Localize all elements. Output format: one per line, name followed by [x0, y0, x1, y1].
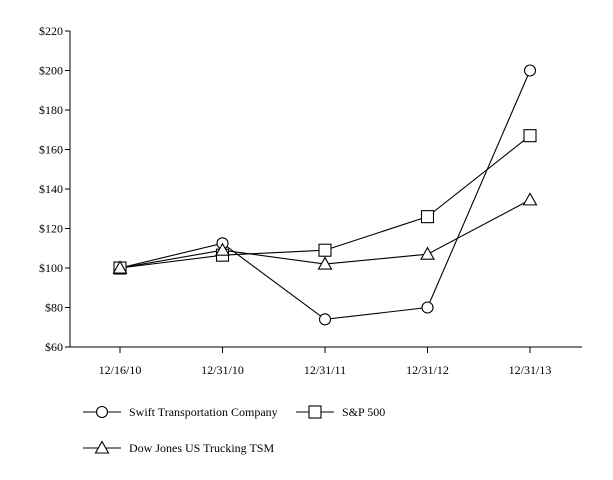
data-point-triangle	[112, 260, 128, 274]
x-tick-label: 12/31/11	[304, 363, 346, 377]
data-point-circle	[421, 301, 434, 314]
y-tick-label: $120	[39, 222, 63, 236]
y-tick-label: $200	[39, 64, 63, 78]
x-tick-label: 12/16/10	[99, 363, 142, 377]
legend-item-circle: Swift Transportation Company	[83, 405, 278, 419]
y-axis-ticks: $60 $80 $100 $120 $140 $160 $180 $200 $220	[39, 24, 70, 354]
legend-item-triangle: Dow Jones US Trucking TSM	[83, 440, 274, 455]
data-point-square	[523, 129, 537, 143]
legend-marker-square	[308, 405, 322, 419]
chart-axes	[69, 31, 582, 348]
series-markers-circle	[113, 64, 537, 326]
data-point-circle	[523, 64, 537, 77]
y-tick-label: $60	[45, 340, 63, 354]
legend-label: Dow Jones US Trucking TSM	[129, 441, 274, 455]
y-tick-label: $220	[39, 24, 63, 38]
y-tick-label: $180	[39, 103, 63, 117]
data-point-triangle	[522, 192, 538, 206]
y-tick-label: $140	[39, 182, 63, 196]
chart-legend: Swift Transportation Company S&P 500 Dow J…	[83, 405, 385, 455]
y-tick-label: $80	[45, 301, 63, 315]
y-tick-label: $100	[39, 261, 63, 275]
x-tick-label: 12/31/10	[201, 363, 244, 377]
data-point-triangle	[317, 256, 333, 270]
x-tick-label: 12/31/12	[406, 363, 449, 377]
x-axis-ticks: 12/16/10 12/31/10 12/31/11 12/31/12 12/31/13	[99, 347, 552, 377]
y-tick-label: $160	[39, 143, 63, 157]
x-tick-label: 12/31/13	[509, 363, 552, 377]
legend-label: S&P 500	[342, 405, 385, 419]
series-markers-triangle	[112, 192, 538, 274]
series-line-circle	[119, 70, 531, 320]
legend-label: Swift Transportation Company	[129, 405, 278, 419]
data-point-square	[318, 243, 332, 257]
data-point-circle	[318, 313, 332, 326]
data-point-triangle	[215, 242, 230, 256]
chart-series	[112, 64, 538, 326]
data-point-square	[420, 210, 435, 224]
legend-item-square: S&P 500	[296, 405, 385, 419]
series-circle-group	[119, 70, 531, 320]
legend-marker-circle	[95, 405, 109, 419]
data-point-triangle	[420, 246, 435, 260]
legend-marker-triangle	[94, 440, 110, 454]
